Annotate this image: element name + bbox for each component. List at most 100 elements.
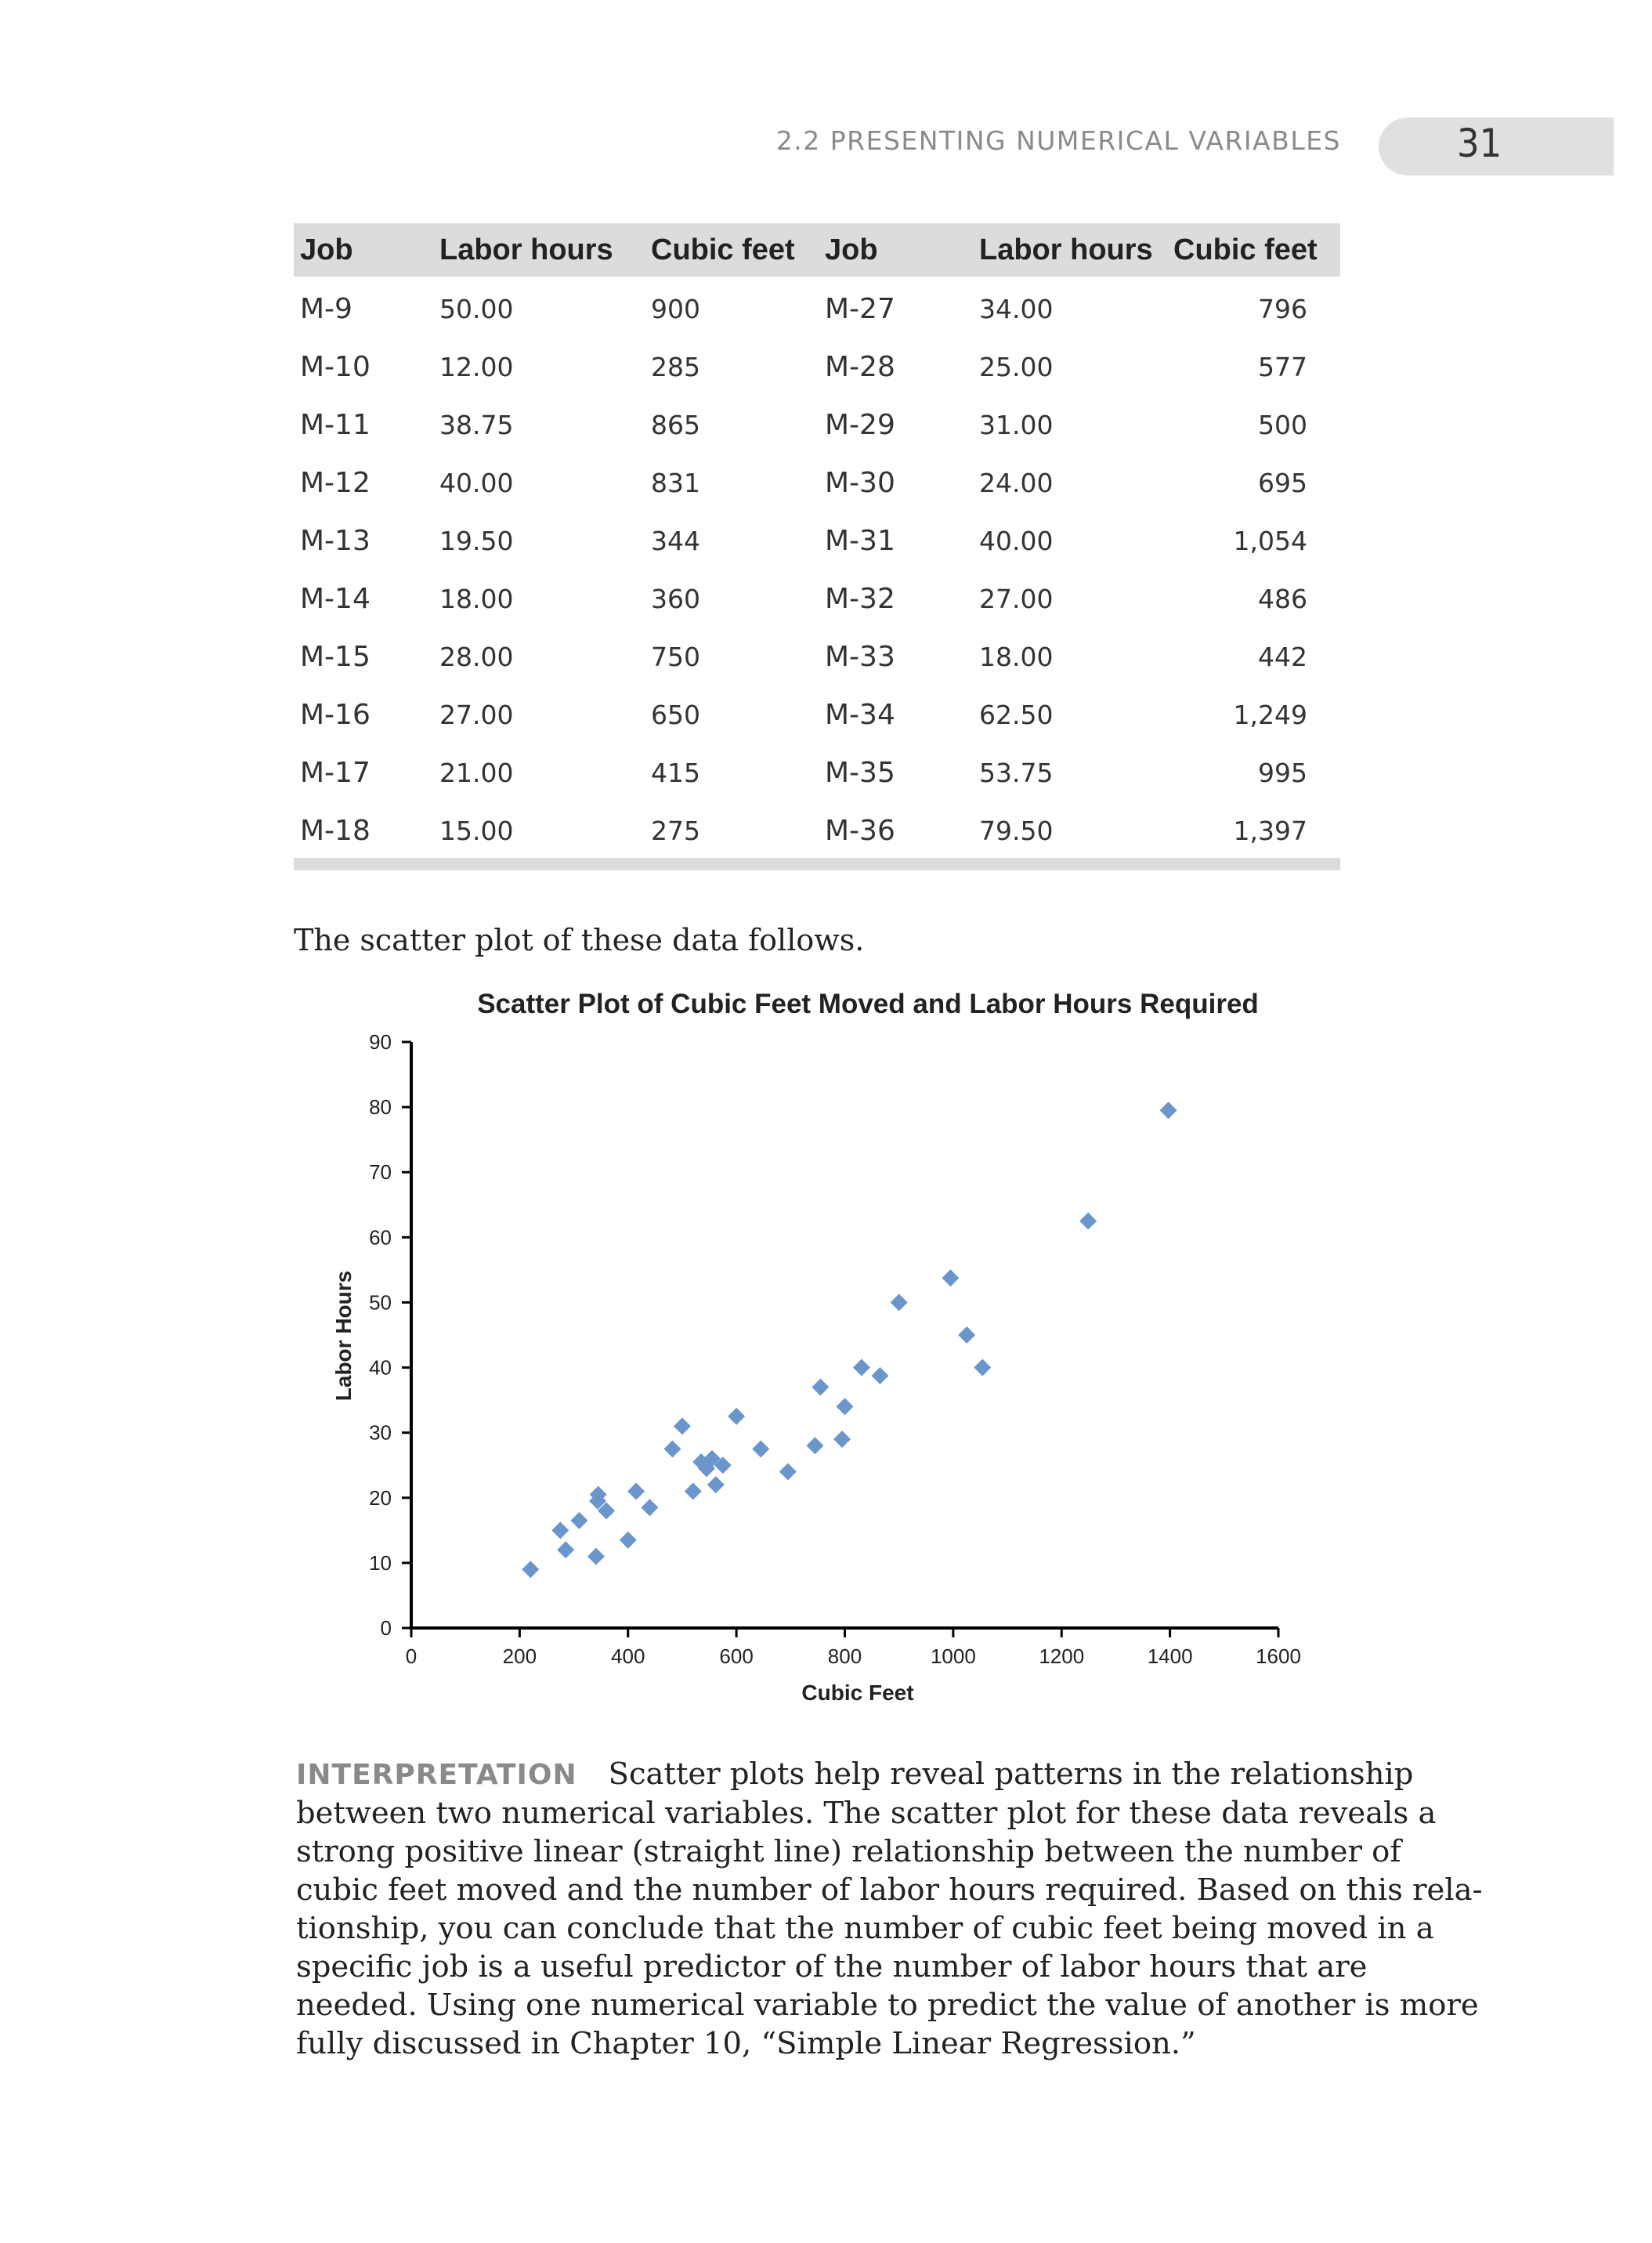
cell-cubic-feet-2: 1,397 bbox=[1233, 815, 1307, 846]
cell-labor-hours-2: 31.00 bbox=[979, 409, 1054, 440]
data-point bbox=[663, 1440, 681, 1458]
page-number-tab bbox=[1379, 118, 1614, 175]
cell-job: M-10 bbox=[300, 350, 371, 383]
cell-labor-hours-2: 40.00 bbox=[979, 525, 1054, 556]
scatter-chart: Scatter Plot of Cubic Feet Moved and Lab… bbox=[331, 989, 1301, 1705]
table-body: M-9 50.00 900 M-27 34.00 796 M-10 12.00 285 M-28 2… bbox=[294, 277, 1340, 859]
cell-labor-hours-2: 27.00 bbox=[979, 583, 1054, 614]
cell-labor-hours: 50.00 bbox=[439, 293, 514, 324]
x-tick-label: 1200 bbox=[1039, 1644, 1084, 1668]
cell-cubic-feet: 650 bbox=[651, 699, 700, 730]
moving-jobs-table: Job Labor hours Cubic feet Job Labor hou… bbox=[294, 223, 1340, 859]
data-point bbox=[627, 1482, 645, 1500]
cell-cubic-feet: 360 bbox=[651, 583, 700, 614]
data-point bbox=[779, 1463, 797, 1481]
data-point bbox=[852, 1358, 870, 1377]
cell-labor-hours-2: 53.75 bbox=[979, 757, 1054, 788]
x-tick-label: 1000 bbox=[931, 1644, 976, 1668]
data-point bbox=[698, 1460, 716, 1478]
table-header-row: Job Labor hours Cubic feet Job Labor hou… bbox=[294, 223, 1340, 277]
x-tick-label: 1600 bbox=[1256, 1644, 1301, 1668]
cell-cubic-feet-2: 442 bbox=[1258, 641, 1307, 672]
table-row: M-10 12.00 285 M-28 25.00 577 bbox=[294, 338, 1340, 396]
data-point bbox=[890, 1293, 908, 1311]
cell-cubic-feet: 415 bbox=[651, 757, 700, 788]
cell-cubic-feet-2: 1,054 bbox=[1233, 525, 1307, 556]
data-point bbox=[703, 1449, 721, 1467]
data-point bbox=[684, 1482, 702, 1500]
y-tick-label: 20 bbox=[369, 1486, 392, 1510]
cell-job: M-15 bbox=[300, 640, 371, 673]
data-point bbox=[557, 1541, 575, 1559]
data-point bbox=[1159, 1102, 1177, 1120]
cell-labor-hours: 27.00 bbox=[439, 699, 514, 730]
x-tick-label: 200 bbox=[503, 1644, 537, 1668]
table-row: M-14 18.00 360 M-32 27.00 486 bbox=[294, 570, 1340, 628]
x-tick-label: 400 bbox=[611, 1644, 645, 1668]
page-number: 31 bbox=[1457, 121, 1502, 166]
cell-labor-hours-2: 18.00 bbox=[979, 641, 1054, 672]
data-point bbox=[871, 1366, 889, 1384]
cell-labor-hours: 21.00 bbox=[439, 757, 514, 788]
data-point bbox=[714, 1456, 732, 1474]
cell-job-2: M-35 bbox=[825, 756, 895, 789]
cell-cubic-feet-2: 500 bbox=[1258, 409, 1307, 440]
col-header-job: Job bbox=[294, 223, 433, 277]
data-point bbox=[522, 1561, 540, 1579]
col-header-labor-hours: Labor hours bbox=[433, 223, 645, 277]
cell-cubic-feet: 344 bbox=[651, 525, 700, 556]
table-row: M-11 38.75 865 M-29 31.00 500 bbox=[294, 396, 1340, 454]
data-points bbox=[522, 1102, 1177, 1579]
cell-labor-hours: 12.00 bbox=[439, 351, 514, 382]
cell-cubic-feet: 285 bbox=[651, 351, 700, 382]
data-point bbox=[806, 1437, 824, 1455]
cell-job-2: M-28 bbox=[825, 350, 895, 383]
x-tick-label: 1400 bbox=[1148, 1644, 1193, 1668]
data-point bbox=[974, 1358, 992, 1377]
data-point bbox=[589, 1485, 607, 1503]
cell-labor-hours: 28.00 bbox=[439, 641, 514, 672]
x-axis-ticks: 0 200 400 600 800 1000 1200 1400 1600 bbox=[406, 1628, 1301, 1668]
y-axis-label: Labor Hours bbox=[331, 1271, 356, 1401]
cell-job: M-9 bbox=[300, 292, 352, 325]
table-row: M-15 28.00 750 M-33 18.00 442 bbox=[294, 628, 1340, 686]
cell-labor-hours-2: 24.00 bbox=[979, 467, 1054, 498]
cell-labor-hours-2: 34.00 bbox=[979, 293, 1054, 324]
cell-job: M-18 bbox=[300, 814, 371, 847]
y-tick-label: 40 bbox=[369, 1356, 392, 1380]
x-axis-label: Cubic Feet bbox=[801, 1680, 913, 1705]
data-point bbox=[752, 1440, 770, 1458]
cell-job: M-14 bbox=[300, 582, 371, 615]
cell-labor-hours-2: 25.00 bbox=[979, 351, 1054, 382]
data-point bbox=[836, 1398, 854, 1416]
y-tick-label: 30 bbox=[369, 1421, 392, 1445]
cell-labor-hours-2: 79.50 bbox=[979, 815, 1054, 846]
cell-job-2: M-36 bbox=[825, 814, 895, 847]
cell-cubic-feet: 831 bbox=[651, 467, 700, 498]
y-tick-label: 50 bbox=[369, 1290, 392, 1314]
x-tick-label: 600 bbox=[719, 1644, 753, 1668]
y-axis-ticks: 0 10 20 30 40 50 60 70 80 90 bbox=[369, 1030, 411, 1640]
cell-job-2: M-33 bbox=[825, 640, 895, 673]
cell-cubic-feet-2: 796 bbox=[1258, 293, 1307, 324]
table-row: M-12 40.00 831 M-30 24.00 695 bbox=[294, 454, 1340, 512]
data-point bbox=[812, 1378, 830, 1396]
cell-job: M-11 bbox=[300, 408, 371, 441]
interpretation-line-5: tionship, you can conclude that the numb… bbox=[296, 1911, 1434, 1946]
cell-cubic-feet-2: 695 bbox=[1258, 467, 1307, 498]
cell-labor-hours: 19.50 bbox=[439, 525, 514, 556]
cell-labor-hours: 18.00 bbox=[439, 583, 514, 614]
cell-job: M-17 bbox=[300, 756, 371, 789]
cell-cubic-feet: 275 bbox=[651, 815, 700, 846]
cell-job-2: M-30 bbox=[825, 466, 895, 499]
data-point bbox=[587, 1547, 605, 1565]
data-point bbox=[958, 1326, 976, 1344]
cell-cubic-feet: 900 bbox=[651, 293, 700, 324]
table-row: M-17 21.00 415 M-35 53.75 995 bbox=[294, 743, 1340, 801]
cell-job-2: M-34 bbox=[825, 698, 895, 731]
cell-labor-hours: 40.00 bbox=[439, 467, 514, 498]
data-point bbox=[673, 1417, 691, 1435]
data-point bbox=[551, 1521, 569, 1539]
y-tick-label: 70 bbox=[369, 1160, 392, 1184]
cell-labor-hours: 38.75 bbox=[439, 409, 514, 440]
